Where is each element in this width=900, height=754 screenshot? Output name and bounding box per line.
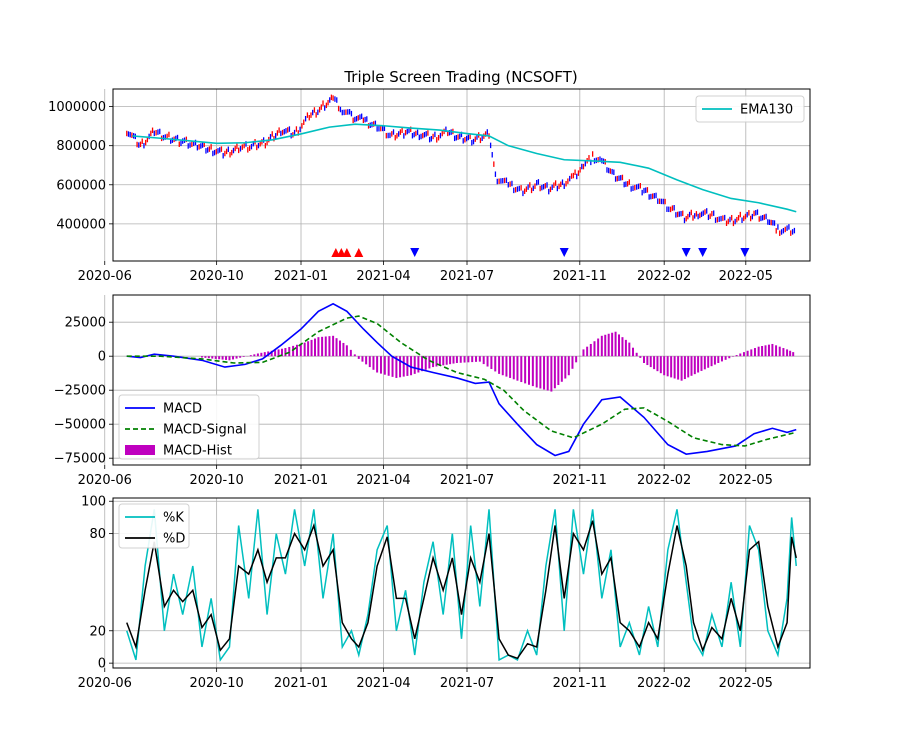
y-tick-label: 20 [89, 624, 106, 639]
x-tick-label: 2021-04 [356, 269, 410, 284]
plot-area [126, 509, 797, 662]
buy-marker [342, 248, 352, 257]
legend-label: MACD [163, 402, 202, 417]
x-tick-label: 2020-06 [78, 473, 132, 488]
x-tick-label: 2021-07 [440, 676, 494, 691]
x-tick-label: 2021-04 [356, 676, 410, 691]
x-tick-label: 2021-01 [274, 269, 328, 284]
legend-label: %D [163, 532, 185, 547]
y-tick-label: 800000 [56, 139, 106, 154]
legend-box [118, 503, 190, 549]
macd-signal-line [126, 315, 797, 447]
ema130-line [132, 123, 797, 213]
x-tick-label: 2021-07 [440, 473, 494, 488]
y-tick-label: 0 [98, 657, 106, 672]
y-tick-label: 400000 [56, 217, 106, 232]
axes-frame [112, 88, 811, 262]
d-line [126, 520, 797, 660]
x-tick-label: 2020-06 [78, 269, 132, 284]
x-tick-label: 2022-02 [637, 473, 691, 488]
legend-swatch [125, 445, 155, 455]
y-tick-label: 25000 [65, 316, 106, 331]
y-tick-label: 600000 [56, 178, 106, 193]
x-tick-label: 2021-11 [553, 269, 607, 284]
sell-marker [698, 248, 708, 257]
y-tick-label: 80 [89, 527, 106, 542]
x-tick-label: 2021-01 [274, 676, 328, 691]
x-tick-label: 2022-02 [637, 269, 691, 284]
legend-label: EMA130 [740, 103, 793, 118]
legend-box [118, 394, 260, 460]
chart-title: Triple Screen Trading (NCSOFT) [343, 68, 577, 86]
y-tick-label: −50000 [54, 418, 106, 433]
x-tick-label: 2022-05 [719, 269, 773, 284]
y-tick-label: −75000 [54, 452, 106, 467]
legend-label: MACD-Signal [163, 423, 247, 438]
plot-area [126, 302, 797, 457]
y-tick-label: −25000 [54, 384, 106, 399]
x-tick-label: 2022-02 [637, 676, 691, 691]
legend-stochastic: %K %D [118, 503, 190, 549]
x-tick-label: 2021-11 [553, 473, 607, 488]
y-tick-label: 0 [98, 350, 106, 365]
x-tick-label: 2021-04 [356, 473, 410, 488]
buy-marker [354, 248, 364, 257]
x-tick-label: 2022-05 [719, 676, 773, 691]
x-tick-label: 2020-10 [189, 269, 243, 284]
panel-macd: 2020-06 2020-10 2021-01 2021-04 2021-07 2021-… [54, 294, 811, 488]
legend-label: MACD-Hist [163, 444, 232, 459]
x-tick-label: 2020-10 [189, 676, 243, 691]
k-line [126, 509, 797, 662]
x-tick-label: 2022-05 [719, 473, 773, 488]
sell-marker [410, 248, 420, 257]
plot-area [126, 94, 797, 257]
x-tick-label: 2021-01 [274, 473, 328, 488]
legend-label: %K [163, 511, 184, 526]
sell-marker [559, 248, 569, 257]
y-tick-label: 100 [81, 495, 106, 510]
axes-frame [112, 294, 811, 466]
sell-marker [740, 248, 750, 257]
panel-stochastic: 2020-06 2020-10 2021-01 2021-04 2021-07 2021-… [78, 495, 811, 691]
panel-price: 2020-06 2020-10 2021-01 2021-04 2021-07 2021-… [48, 88, 811, 284]
axes-frame [112, 497, 811, 669]
x-tick-label: 2020-06 [78, 676, 132, 691]
x-tick-label: 2021-07 [440, 269, 494, 284]
y-tick-label: 1000000 [48, 100, 106, 115]
legend-macd: MACD MACD-Signal MACD-Hist [118, 394, 260, 460]
x-tick-label: 2021-11 [553, 676, 607, 691]
sell-marker [681, 248, 691, 257]
x-tick-label: 2020-10 [189, 473, 243, 488]
legend-box [695, 95, 805, 123]
legend-price: EMA130 [695, 95, 805, 123]
